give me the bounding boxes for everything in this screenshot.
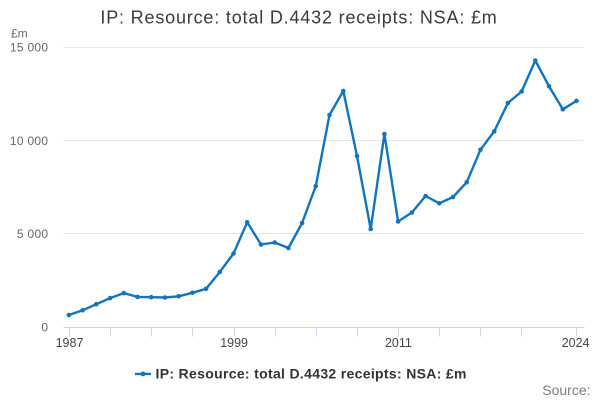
svg-text:1987: 1987 [56, 336, 84, 350]
svg-text:Source:: Source: [542, 382, 590, 398]
svg-text:15 000: 15 000 [10, 41, 49, 55]
svg-text:IP: Resource: total D.4432 rec: IP: Resource: total D.4432 receipts: NSA… [100, 8, 497, 28]
svg-text:IP: Resource: total D.4432 rec: IP: Resource: total D.4432 receipts: NSA… [156, 365, 467, 381]
svg-text:10 000: 10 000 [10, 134, 49, 148]
svg-text:0: 0 [41, 321, 48, 335]
svg-text:1999: 1999 [220, 336, 248, 350]
svg-text:5 000: 5 000 [17, 227, 49, 241]
svg-text:2011: 2011 [385, 336, 412, 350]
svg-text:2024: 2024 [562, 336, 590, 350]
svg-text:£m: £m [11, 26, 28, 40]
